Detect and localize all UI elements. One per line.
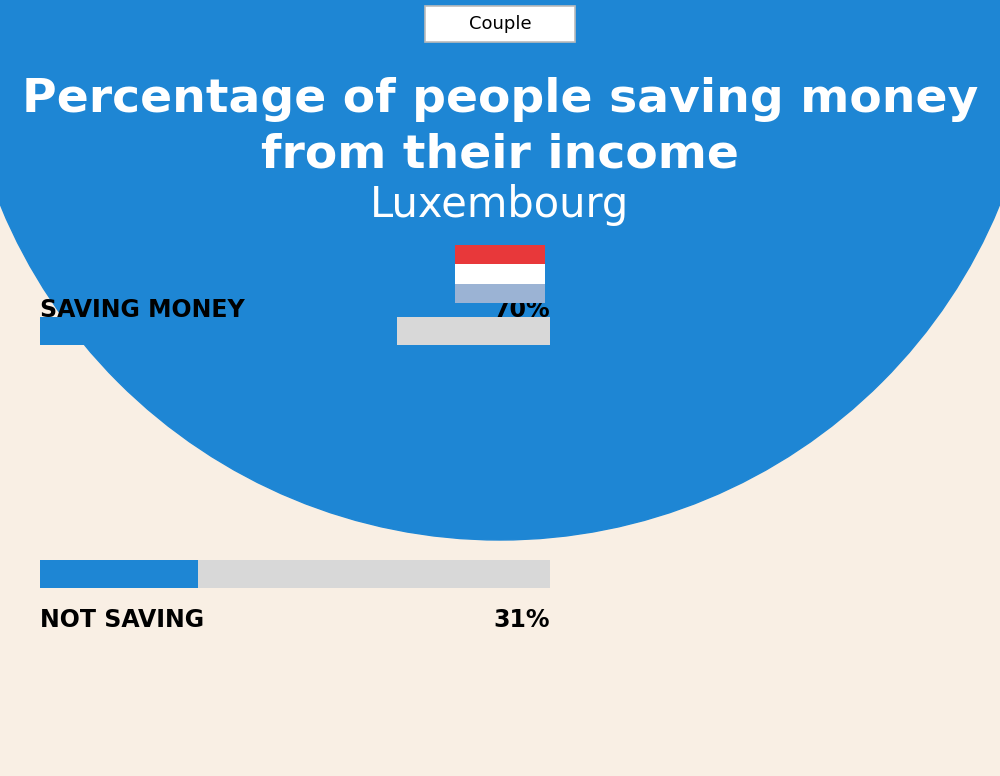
Text: 31%: 31% bbox=[494, 608, 550, 632]
Text: 70%: 70% bbox=[493, 298, 550, 322]
Bar bbox=[40, 560, 198, 588]
FancyBboxPatch shape bbox=[425, 6, 575, 42]
Bar bbox=[455, 245, 545, 265]
Text: from their income: from their income bbox=[261, 133, 739, 178]
Bar bbox=[40, 317, 550, 345]
Text: Luxembourg: Luxembourg bbox=[370, 184, 630, 226]
Bar bbox=[40, 317, 397, 345]
Circle shape bbox=[0, 0, 1000, 540]
Text: NOT SAVING: NOT SAVING bbox=[40, 608, 204, 632]
Bar bbox=[40, 560, 550, 588]
Text: Percentage of people saving money: Percentage of people saving money bbox=[22, 78, 978, 123]
Text: Couple: Couple bbox=[469, 15, 531, 33]
Text: SAVING MONEY: SAVING MONEY bbox=[40, 298, 245, 322]
Bar bbox=[455, 284, 545, 303]
Bar bbox=[455, 265, 545, 284]
